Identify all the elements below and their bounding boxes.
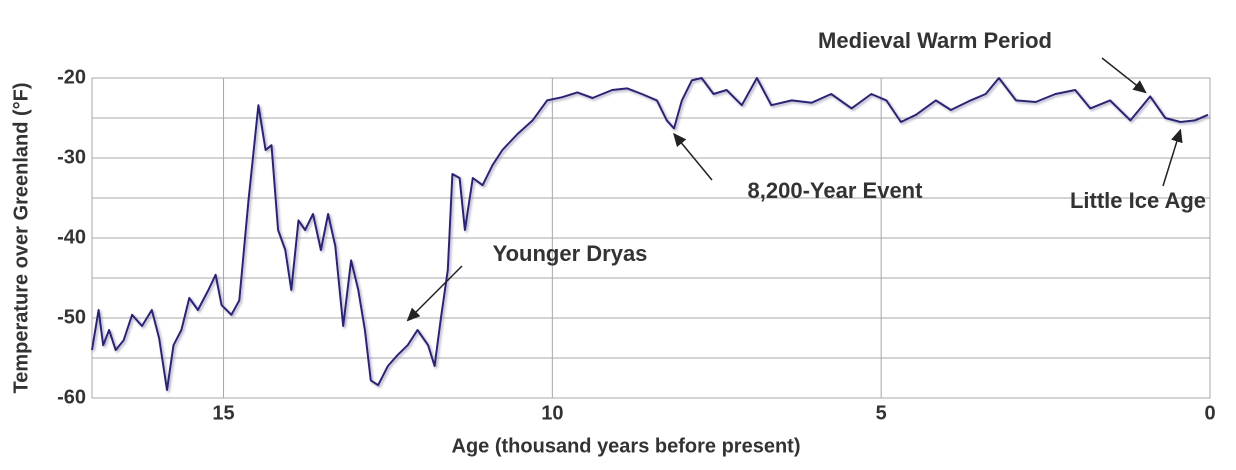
annotation-arrow — [1101, 57, 1147, 94]
annotation-arrow — [406, 265, 463, 322]
line — [91, 77, 1209, 391]
y-tick-label: -40 — [57, 226, 86, 248]
x-tick-label: 0 — [1204, 402, 1215, 424]
annotation-arrow — [1162, 128, 1183, 187]
annotation: Medieval Warm Period — [818, 28, 1052, 53]
annotation: Younger Dryas — [493, 241, 648, 266]
annotation: Little Ice Age — [1070, 188, 1206, 213]
x-axis-label: Age (thousand years before present) — [452, 435, 801, 457]
x-tick-label: 10 — [541, 402, 563, 424]
y-tick-label: -30 — [57, 146, 86, 168]
y-tick-label: -50 — [57, 306, 86, 328]
x-tick-label: 15 — [212, 402, 234, 424]
y-tick-label: -60 — [57, 386, 86, 408]
annotation-arrow — [673, 132, 713, 181]
y-tick-label: -20 — [57, 66, 86, 88]
x-tick-label: 5 — [876, 402, 887, 424]
y-axis-label: Temperature over Greenland (°F) — [10, 82, 32, 393]
annotation: 8,200-Year Event — [748, 178, 924, 203]
